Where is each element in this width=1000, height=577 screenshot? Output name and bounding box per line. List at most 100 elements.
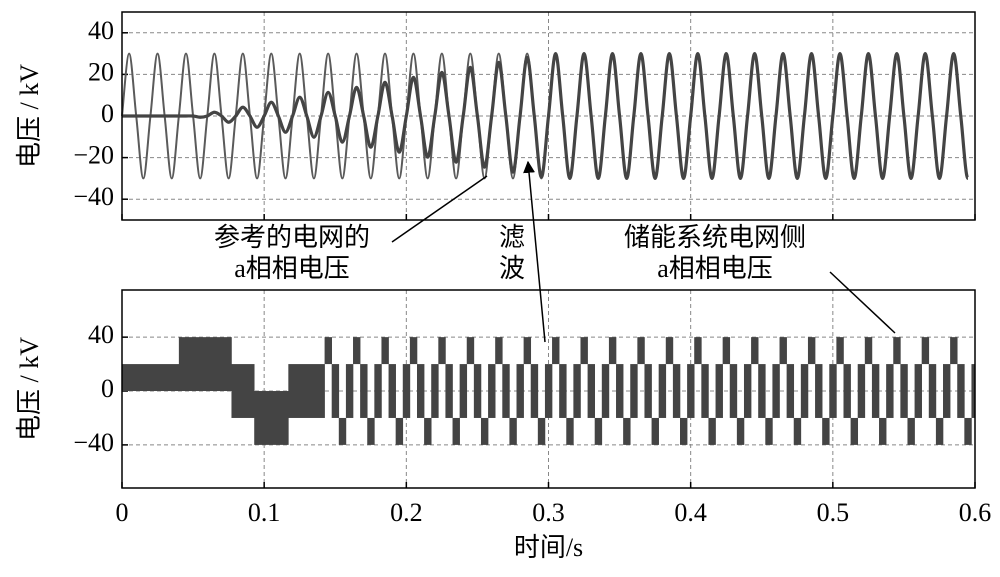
band-segment [530,364,539,418]
y-tick-label: −40 [73,182,114,211]
band-segment [928,364,937,418]
band-segment [288,364,325,418]
band-segment [324,337,332,365]
band-segment [573,364,581,418]
x-tick-label: 0.4 [674,498,707,527]
annotation-line [829,271,896,334]
subplot: 0 0.1 0.2 0.3 0.4 0.5 0.6 −40 0 40 电压 / kV 时间/s [15,289,991,562]
band-segment [466,337,475,365]
y-tick-label: 40 [88,320,114,349]
band-segment [651,417,659,445]
band-segment [178,337,232,392]
band-segment [438,337,446,365]
band-segment [367,417,375,445]
band-segment [424,417,432,445]
band-segment [537,417,546,445]
band-segment [587,364,596,418]
band-segment [395,417,404,445]
band-segment [544,364,553,418]
x-tick-label: 0.1 [248,498,281,527]
band-segment [857,364,866,418]
band-segment [765,417,773,445]
annotation-text: 波 [499,254,525,283]
band-segment [736,417,745,445]
band-segment [800,364,809,418]
band-segment [836,337,844,365]
band-segment [850,417,859,445]
band-segment [374,364,382,418]
band-segment [601,364,610,418]
band-segment [751,337,759,365]
band-segment [254,391,289,445]
band-segment [694,337,702,365]
band-segment [879,417,887,445]
band-segment [445,364,453,418]
band-segment [488,364,496,418]
annotation-arrow [523,160,546,343]
band-segment [665,337,674,365]
band-segment [580,337,588,365]
band-segment [331,364,340,418]
band-segment [921,337,930,365]
x-tick-label: 0.5 [817,498,850,527]
band-segment [122,364,180,392]
band-segment [843,364,851,418]
band-segment [729,364,738,418]
band-segment [680,417,688,445]
band-segment [900,364,908,418]
band-segment [886,364,894,418]
band-segment [672,364,681,418]
band-segment [345,364,354,418]
band-segment [715,364,723,418]
subplot: −40 −20 0 20 40 电压 / kV [15,11,976,221]
band-segment [360,364,368,418]
band-segment [658,364,667,418]
band-segment [608,337,617,365]
y-tick-label: −40 [73,428,114,457]
band-segment [779,337,787,365]
band-segment [431,364,439,418]
band-segment [758,364,766,418]
x-tick-label: 0.3 [532,498,565,527]
annotation-text: 滤 [499,223,525,252]
band-segment [452,417,460,445]
band-segment [381,337,389,365]
band-segment [772,364,780,418]
band-segment [231,364,255,418]
band-segment [473,364,482,418]
band-segment [566,417,574,445]
band-segment [687,364,695,418]
band-segment [722,337,731,365]
annotation-line [391,175,488,243]
band-segment [502,364,510,418]
band-segment [971,364,976,418]
band-segment [616,364,624,418]
band-segment [559,364,567,418]
band-segment [409,337,418,365]
band-segment [822,417,830,445]
band-segment [701,364,709,418]
y-tick-label: 40 [88,16,114,45]
band-segment [416,364,425,418]
band-segment [815,364,823,418]
band-segment [338,417,347,445]
x-tick-label: 0 [116,498,129,527]
band-segment [637,337,645,365]
band-segment [807,337,816,365]
band-segment [829,364,837,418]
band-segment [914,364,922,418]
band-segment [644,364,652,418]
band-segment [509,417,517,445]
series-line [121,52,970,180]
plot-frame [121,11,976,221]
band-segment [630,364,638,418]
band-segment [864,337,873,365]
y-axis-label: 电压 / kV [15,64,44,168]
band-segment [893,337,901,365]
band-segment [516,364,524,418]
band-segment [957,364,965,418]
band-segment [793,417,802,445]
band-segment [552,337,560,365]
band-segment [950,337,958,365]
